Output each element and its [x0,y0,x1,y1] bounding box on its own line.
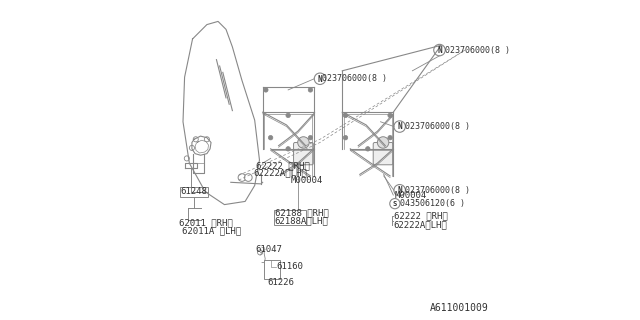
Text: 62011A 〈LH〉: 62011A 〈LH〉 [182,226,241,235]
Text: M00004: M00004 [395,190,427,200]
Circle shape [264,88,268,92]
Circle shape [268,135,273,140]
Circle shape [388,113,392,118]
Circle shape [286,113,291,118]
Circle shape [308,88,313,92]
Circle shape [378,137,389,148]
Circle shape [308,135,313,140]
Circle shape [394,185,405,196]
Text: 62222A〈LH〉: 62222A〈LH〉 [253,168,307,177]
Circle shape [343,113,348,118]
Circle shape [365,147,370,151]
Text: M00004: M00004 [291,176,323,185]
Circle shape [286,147,291,151]
Text: 023706000(8 ): 023706000(8 ) [321,74,387,83]
Text: 62188 〈RH〉: 62188 〈RH〉 [275,209,329,218]
Text: N: N [397,186,402,195]
Text: N: N [397,122,402,132]
Text: N: N [317,75,323,84]
Circle shape [193,137,198,142]
Text: 62188A〈LH〉: 62188A〈LH〉 [275,216,328,225]
Text: 61160: 61160 [276,262,303,271]
Text: 62222 〈RH〉: 62222 〈RH〉 [394,211,447,220]
Text: A611001009: A611001009 [430,303,489,313]
Circle shape [257,250,262,255]
Circle shape [298,137,309,148]
Text: 043506120(6 ): 043506120(6 ) [400,199,465,208]
Text: 62011 〈RH〉: 62011 〈RH〉 [179,219,233,228]
Text: 62222A〈LH〉: 62222A〈LH〉 [394,221,447,230]
Text: 023706000(8 ): 023706000(8 ) [405,122,470,131]
FancyBboxPatch shape [373,142,393,165]
Text: 61226: 61226 [268,278,294,287]
Circle shape [204,137,209,142]
Text: 023706000(8 ): 023706000(8 ) [405,186,470,195]
Text: 61248: 61248 [180,188,207,196]
Text: 023706000(8 ): 023706000(8 ) [445,45,510,55]
Circle shape [434,44,445,56]
Text: S: S [393,201,397,207]
Text: N: N [437,46,442,55]
FancyBboxPatch shape [294,142,314,165]
Circle shape [184,156,189,161]
Circle shape [189,145,195,150]
Text: 62222 〈RH〉: 62222 〈RH〉 [255,161,309,170]
Circle shape [343,135,348,140]
Circle shape [238,174,246,181]
Bar [180,187,207,197]
Circle shape [394,121,405,132]
Bar [274,210,306,225]
Circle shape [244,174,252,181]
Circle shape [388,135,392,140]
Bar [264,260,280,279]
Circle shape [390,198,400,209]
Circle shape [314,73,326,84]
Text: 61047: 61047 [255,245,282,254]
